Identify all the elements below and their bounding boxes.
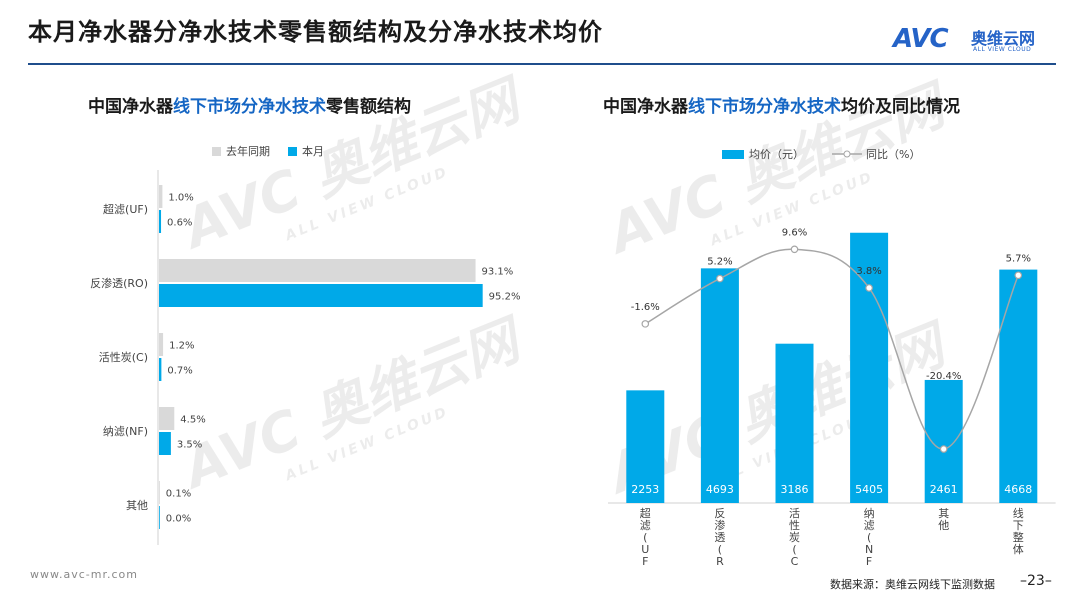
category-label: 超滤(UF)	[640, 506, 651, 565]
data-label: 0.1%	[166, 489, 191, 500]
yoy-label: 5.7%	[1006, 253, 1031, 264]
category-label: 反渗透(RO)	[714, 507, 725, 565]
data-label: 4.5%	[180, 415, 205, 426]
category-label: 活性炭(C)	[789, 507, 800, 565]
bar-value-label: 4693	[706, 483, 734, 496]
bar-value-label: 2253	[631, 483, 659, 496]
page-title: 本月净水器分净水技术零售额结构及分净水技术均价	[28, 18, 603, 46]
data-label: 95.2%	[489, 292, 521, 303]
yoy-point	[790, 245, 799, 254]
bar-this-month	[159, 358, 162, 381]
bar-avg-price	[850, 232, 889, 503]
right-chart-title: 中国净水器线下市场分净水技术均价及同比情况	[603, 97, 960, 117]
left-chart-title: 中国净水器线下市场分净水技术零售额结构	[88, 97, 411, 117]
yoy-point	[716, 274, 724, 283]
category-label: 活性炭(C)	[99, 350, 148, 364]
page-number: –23–	[1020, 573, 1052, 589]
left-legend: 去年同期 本月	[212, 143, 342, 159]
right-combo-chart: 2253 超滤(UF) 4693 反渗透(RO) 3186 活性炭(C) 5405 纳滤(NF…	[608, 227, 1056, 565]
yoy-label: -1.6%	[631, 302, 660, 313]
bar-this-month	[159, 432, 171, 455]
yoy-point	[865, 284, 873, 292]
bar-this-month	[159, 506, 160, 529]
legend-item-avg-price: 均价（元）	[722, 146, 804, 162]
yoy-label: -20.4%	[926, 371, 961, 382]
logo-mark: AVC	[893, 24, 949, 54]
bar-value-label: 3186	[781, 483, 809, 496]
category-label: 纳滤(NF)	[864, 507, 875, 565]
legend-swatch	[288, 146, 297, 156]
data-label: 0.6%	[167, 218, 192, 229]
legend-swatch	[212, 146, 221, 156]
bar-value-label: 2461	[930, 483, 958, 496]
bar-last-year	[159, 259, 476, 282]
right-legend: 均价（元） 同比（%）	[722, 146, 938, 162]
data-label: 93.1%	[482, 267, 514, 278]
data-label: 1.2%	[169, 341, 194, 352]
bar-avg-price	[999, 269, 1038, 503]
data-label: 0.7%	[167, 366, 192, 377]
category-label: 其他	[938, 507, 949, 532]
footer-source: 数据来源：奥维云网线下监测数据	[830, 578, 995, 591]
bar-last-year	[159, 333, 164, 356]
category-label: 纳滤(NF)	[103, 425, 148, 438]
legend-line-swatch	[832, 150, 862, 158]
yoy-label: 3.8%	[856, 266, 881, 277]
bar-value-label: 4668	[1004, 483, 1032, 496]
data-label: 3.5%	[177, 440, 202, 451]
bar-avg-price	[626, 390, 665, 503]
bar-last-year	[159, 185, 163, 208]
data-label: 1.0%	[168, 193, 193, 204]
category-label: 超滤(UF)	[103, 202, 148, 216]
category-label: 反渗透(RO)	[90, 276, 148, 290]
bar-avg-price	[700, 268, 739, 503]
bar-last-year	[159, 481, 160, 504]
yoy-label: 5.2%	[707, 257, 732, 268]
logo-en: ALL VIEW CLOUD	[973, 46, 1032, 53]
title-divider	[28, 63, 1056, 65]
footer-url: www.avc-mr.com	[30, 568, 138, 581]
data-label: 0.0%	[166, 514, 191, 525]
yoy-label: 9.6%	[782, 227, 807, 238]
legend-swatch	[722, 149, 744, 159]
category-label: 其他	[126, 499, 148, 512]
legend-item-yoy: 同比（%）	[832, 146, 920, 162]
logo-cn: 奥维云网	[971, 29, 1036, 48]
avc-logo: AVC 奥维云网 ALL VIEW CLOUD	[893, 24, 1063, 58]
yoy-point	[641, 320, 650, 328]
legend-item-this-month: 本月	[288, 143, 324, 159]
yoy-point	[939, 445, 948, 453]
yoy-point	[1014, 271, 1023, 280]
bar-avg-price	[775, 343, 814, 503]
bar-last-year	[159, 407, 175, 430]
category-label: 线下整体	[1013, 506, 1024, 556]
legend-item-last-year: 去年同期	[212, 143, 270, 159]
bar-this-month	[159, 284, 483, 307]
left-bar-chart: 超滤(UF) 1.0% 0.6% 反渗透(RO) 93.1% 95.2% 活性炭(C) 1.2…	[90, 170, 521, 545]
bar-value-label: 5405	[855, 483, 883, 496]
bar-this-month	[159, 210, 162, 233]
